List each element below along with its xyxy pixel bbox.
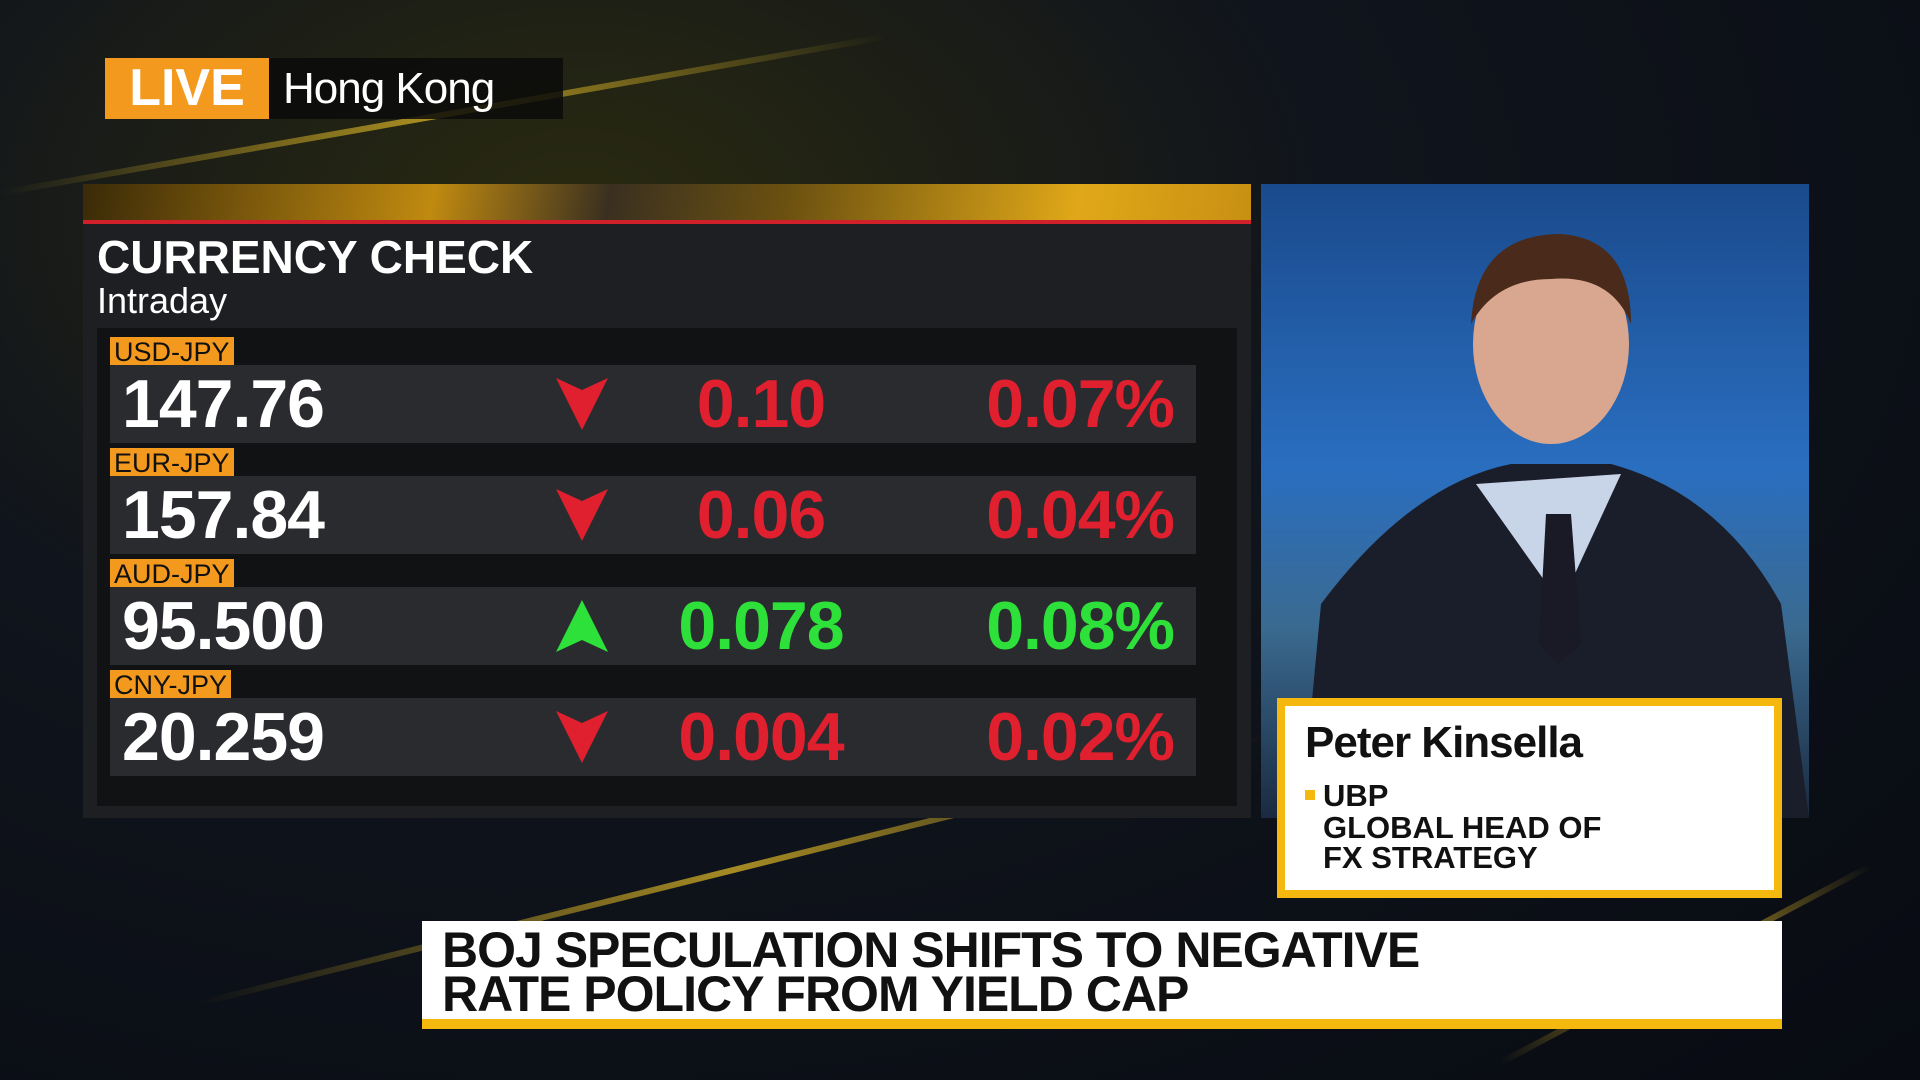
pair-label: AUD-JPY — [110, 559, 234, 589]
arrow-shape — [556, 489, 608, 541]
direction-arrow — [556, 378, 608, 430]
change: 0.10 — [696, 366, 826, 442]
tie — [1539, 514, 1581, 664]
currency-panel: CURRENCY CHECK Intraday USD-JPY 147.76 0.1… — [83, 184, 1251, 818]
panel-subtitle: Intraday — [97, 280, 228, 321]
price: 95.500 — [122, 588, 325, 664]
guest-card: Peter Kinsella UBP GLOBAL HEAD OF FX STRA… — [1277, 698, 1782, 898]
headline-bar: BOJ SPECULATION SHIFTS TO NEGATIVE RATE P… — [422, 921, 1782, 1029]
quote-row: 20.259 0.004 0.02% — [110, 698, 1196, 776]
guest-video — [1261, 184, 1809, 818]
percent: 0.08% — [986, 588, 1175, 664]
location: Hong Kong — [269, 58, 563, 119]
direction-arrow — [556, 711, 608, 763]
price: 20.259 — [122, 699, 325, 775]
headline-line: BOJ SPECULATION SHIFTS TO NEGATIVE — [442, 922, 1420, 978]
arrow-shape — [556, 378, 608, 430]
price: 147.76 — [122, 366, 325, 442]
percent: 0.02% — [986, 699, 1175, 775]
quote-row: 147.76 0.10 0.07% — [110, 365, 1196, 443]
change: 0.004 — [678, 699, 844, 775]
percent: 0.04% — [986, 477, 1175, 553]
quote-row: 95.500 0.078 0.08% — [110, 587, 1196, 665]
percent: 0.07% — [986, 366, 1175, 442]
guest-role: GLOBAL HEAD OF — [1323, 810, 1602, 845]
live-badge: LIVE — [105, 58, 269, 119]
arrow-shape — [556, 711, 608, 763]
guest-name: Peter Kinsella — [1305, 718, 1583, 767]
guest-organization: UBP — [1323, 778, 1389, 813]
direction-arrow — [556, 489, 608, 541]
pair-label: EUR-JPY — [110, 448, 234, 478]
hair — [1471, 234, 1631, 324]
guest-role: FX STRATEGY — [1323, 840, 1538, 875]
bullet — [1305, 790, 1315, 800]
headline-line: RATE POLICY FROM YIELD CAP — [442, 966, 1189, 1022]
face — [1473, 244, 1629, 444]
change: 0.078 — [678, 588, 844, 664]
direction-arrow — [556, 600, 608, 652]
price: 157.84 — [122, 477, 325, 553]
pair-label: USD-JPY — [110, 337, 234, 367]
panel-rule — [83, 220, 1251, 224]
change: 0.06 — [696, 477, 826, 553]
panel-stripe — [83, 184, 1251, 220]
panel-title: CURRENCY CHECK — [97, 231, 534, 283]
pair-label: CNY-JPY — [110, 670, 232, 700]
arrow-shape — [556, 600, 608, 652]
quote-row: 157.84 0.06 0.04% — [110, 476, 1196, 554]
